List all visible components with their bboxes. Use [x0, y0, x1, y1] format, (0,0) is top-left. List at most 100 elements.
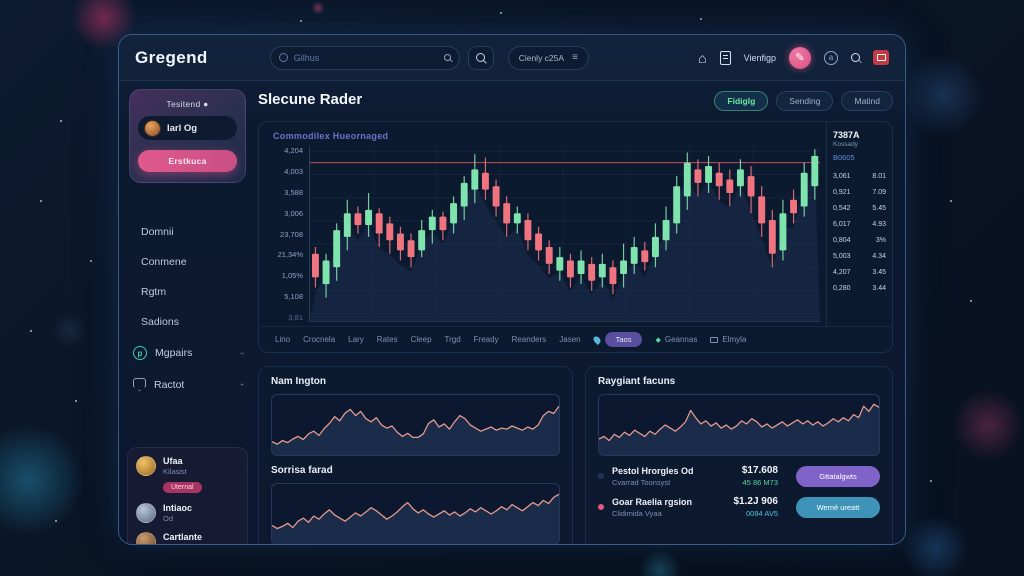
currency-selector[interactable]: Cienly c25A ≡: [507, 45, 589, 70]
y-axis-labels: 4,204 4,003 3,588 3,006 23,708 21,34% 1,05% 5,1…: [263, 146, 303, 322]
panel-title: Raygiant facuns: [598, 376, 676, 387]
sidebar-item-domnii[interactable]: Domnii: [141, 226, 174, 238]
asset-change: 45 86 M73: [742, 478, 778, 487]
exit-icon[interactable]: [873, 50, 889, 65]
price-row[interactable]: 0,280 3.44: [833, 280, 886, 296]
watchlist-name: Intiaoc: [163, 503, 193, 513]
price-change: 3.45: [872, 268, 886, 276]
price-row[interactable]: 0,921 7.09: [833, 184, 886, 200]
watchlist-item[interactable]: Cartlante: [136, 532, 239, 544]
watchlist-card: Ufaa Kilasist Uternal Intiaoc Od Cartlante: [127, 447, 248, 544]
watchlist-item[interactable]: Intiaoc Od: [136, 503, 239, 523]
search-button[interactable]: [467, 45, 494, 70]
profile-name: Iarl Og: [167, 122, 198, 134]
globe-icon: [278, 53, 288, 62]
nav-link-label[interactable]: Vienfigp: [743, 52, 776, 63]
toolbar-pill-taos[interactable]: Taos: [604, 332, 643, 347]
shield-icon: [133, 378, 146, 391]
sidebar-item-conmene[interactable]: Conmene: [141, 256, 187, 268]
navbar-actions: ⌂ Vienfigp ✎ a: [698, 46, 889, 69]
profile-card: Tesitend ● Iarl Og Erstkuca: [129, 89, 246, 183]
asset-value: $1.2J 906 0084 AV5: [734, 496, 779, 518]
tab-sending[interactable]: Sending: [776, 91, 834, 111]
user-avatar[interactable]: ✎: [789, 46, 811, 69]
coin-avatar: [136, 532, 156, 544]
symbol-link[interactable]: B0605: [833, 153, 855, 162]
avatar: [144, 119, 161, 137]
search-icon: [476, 53, 486, 62]
toolbar-item-lino[interactable]: Lino: [275, 335, 291, 344]
watchlist-item-text: Cartlante: [163, 532, 202, 544]
y-axis-tick: 4,003: [284, 166, 303, 176]
toolbar-item-reanders[interactable]: Reanders: [511, 335, 547, 344]
profile-label: Tesitend ●: [166, 99, 209, 109]
document-icon[interactable]: [719, 50, 731, 65]
sidebar-item-label: Mgpairs: [155, 347, 193, 359]
asset-action-button[interactable]: Gttatalgwts: [796, 465, 880, 487]
price-value: 0,280: [833, 284, 851, 292]
price-row[interactable]: 0,804 3%: [833, 232, 886, 248]
price-row[interactable]: 4,207 3.45: [833, 264, 886, 280]
profile-action-button[interactable]: Erstkuca: [138, 150, 237, 172]
toolbar-item-lary[interactable]: Lary: [348, 335, 364, 344]
frame-icon: [710, 336, 719, 343]
toolbar-item-geannas[interactable]: ◆ Geannas: [655, 335, 697, 344]
toolbar-item-jasen[interactable]: Jasen: [559, 335, 581, 344]
toolbar-item-fready[interactable]: Fready: [473, 335, 499, 344]
sidebar-item-rgtm[interactable]: Rgtm: [141, 286, 167, 298]
toolbar-item-cleep[interactable]: Cleep: [410, 335, 432, 344]
chart-toolbar: Lino Crocnela Lary Rates Cleep Trgd Fready Rean…: [259, 326, 892, 352]
price-row[interactable]: 5,003 4.34: [833, 248, 886, 264]
toolbar-item-trgd[interactable]: Trgd: [444, 335, 461, 344]
droplet-icon: [591, 334, 602, 345]
window-body: Tesitend ● Iarl Og Erstkuca Domnii Conmen…: [119, 81, 905, 544]
sidebar-item-sadions[interactable]: Sadions: [141, 316, 179, 328]
coin-avatar: [136, 503, 156, 523]
chart-tabs: Fidiglg Sending Matind: [714, 91, 893, 111]
toolbar-item-elmyla[interactable]: Elmyla: [710, 335, 746, 344]
sidebar-item-ractot[interactable]: Ractot ›: [119, 369, 256, 400]
asset-rows: Pestol Hrorgles Od Cvarrad Toonsyst $17.60…: [598, 465, 880, 518]
asset-price: $1.2J 906: [733, 496, 779, 507]
panel-title: Nam Ington: [271, 376, 326, 387]
sidebar: Tesitend ● Iarl Og Erstkuca Domnii Conmen…: [119, 81, 256, 544]
watchlist-name: Ufaa: [163, 456, 183, 466]
chart-label: Commodilex Hueornaged: [273, 131, 389, 141]
sparkline-chart-2[interactable]: [271, 483, 560, 544]
watchlist-item[interactable]: Ufaa Kilasist Uternal: [136, 456, 239, 494]
y-axis-tick: 3,81: [288, 313, 303, 322]
toolbar-item-crocnela[interactable]: Crocnela: [303, 335, 336, 344]
y-axis-tick: 4,204: [284, 146, 303, 155]
candlestick-plot[interactable]: [309, 146, 820, 322]
info-circle-icon[interactable]: a: [824, 50, 838, 65]
toolbar-item-rates[interactable]: Rates: [376, 335, 398, 344]
sparkline-chart-3[interactable]: [598, 394, 880, 456]
sidebar-item-mgpairs[interactable]: p Mgpairs ›: [119, 337, 256, 369]
status-badge: Uternal: [163, 482, 202, 493]
y-axis-tick: 3,588: [284, 187, 303, 197]
asset-change: 0084 AV5: [746, 509, 778, 518]
y-axis-tick: 21,34%: [277, 250, 303, 260]
price-row[interactable]: 0,542 5.45: [833, 200, 886, 216]
tab-fidiglg[interactable]: Fidiglg: [714, 91, 769, 111]
asset-action-button[interactable]: Wemé ureatt: [796, 496, 880, 518]
home-icon[interactable]: ⌂: [698, 49, 707, 66]
search-icon[interactable]: [851, 53, 860, 62]
tab-matind[interactable]: Matind: [841, 91, 893, 111]
asset-sub: Clidimida Vyaa: [612, 508, 662, 518]
y-axis-tick: 5,108: [284, 292, 303, 302]
sidebar-tools: p Mgpairs › Ractot ›: [119, 337, 256, 400]
asset-price: $17.608: [741, 465, 778, 476]
price-row[interactable]: 3,061 8.01: [833, 168, 886, 184]
asset-text: Pestol Hrorgles Od Cvarrad Toonsyst: [612, 466, 694, 487]
price-row[interactable]: 6,017 4.93: [833, 216, 886, 232]
menu-bars-icon: ≡: [572, 52, 578, 63]
search-input[interactable]: Gilhus: [269, 45, 460, 70]
profile-name-pill[interactable]: Iarl Og: [138, 116, 237, 140]
price-change: 4.34: [872, 252, 886, 260]
symbol-label: 7387A: [833, 130, 860, 140]
right-bottom-panel: Raygiant facuns Pestol Hrorgles Od Cvarra…: [585, 366, 893, 544]
sparkline-chart-1[interactable]: [271, 394, 560, 456]
coin-avatar: [136, 456, 156, 476]
